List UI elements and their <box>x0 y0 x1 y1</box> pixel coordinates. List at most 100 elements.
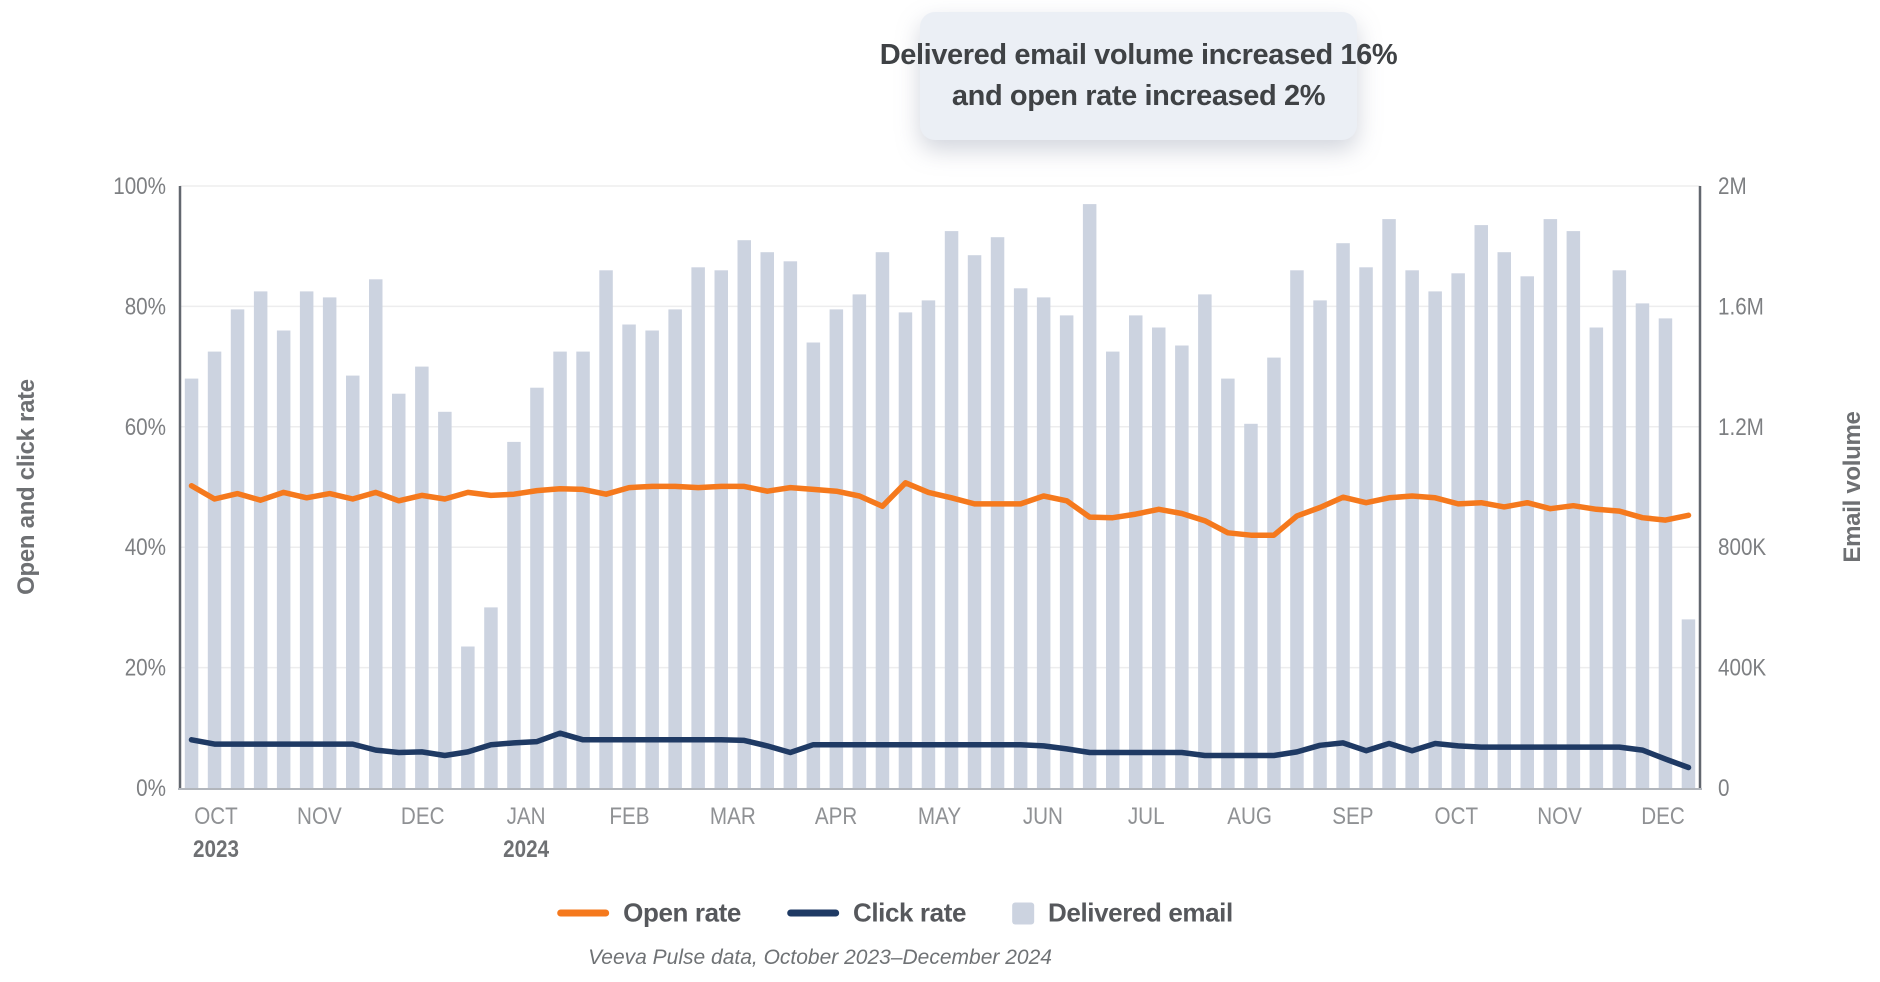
volume-bar <box>530 387 544 788</box>
volume-bar <box>1635 303 1650 788</box>
right-tick-label: 800K <box>1718 534 1766 561</box>
month-label: OCT <box>1435 803 1479 830</box>
volume-bar <box>1106 351 1120 788</box>
right-tick-label: 1.2M <box>1718 413 1764 440</box>
right-tick-label: 2M <box>1718 173 1747 200</box>
volume-bar <box>346 375 360 788</box>
legend-item-open-rate: Open rate <box>557 898 741 929</box>
left-tick-label: 40% <box>125 534 166 561</box>
right-tick-label: 1.6M <box>1718 293 1764 320</box>
volume-bar <box>1566 231 1581 789</box>
month-label: NOV <box>1537 803 1582 830</box>
volume-bar <box>1082 204 1097 789</box>
left-tick-label: 0% <box>136 775 166 802</box>
volume-bar <box>645 330 659 788</box>
month-label: AUG <box>1227 803 1272 830</box>
volume-bar <box>921 300 936 788</box>
volume-bar <box>783 261 798 789</box>
callout-annotation: Delivered email volume increased 16% and… <box>880 12 1398 140</box>
delivered-email-swatch <box>1012 902 1035 924</box>
left-tick-label: 60% <box>125 413 166 440</box>
volume-bar <box>1497 252 1511 788</box>
volume-bar <box>1658 318 1673 788</box>
volume-bar <box>852 294 867 788</box>
month-label: DEC <box>401 803 445 830</box>
volume-bar <box>806 342 821 788</box>
volume-bar <box>829 309 844 788</box>
volume-bar <box>1267 357 1281 788</box>
volume-bar <box>1152 327 1166 788</box>
volume-bar <box>484 607 498 788</box>
volume-bar <box>1359 267 1373 788</box>
month-label: SEP <box>1332 803 1373 830</box>
month-label: JUN <box>1023 803 1063 830</box>
legend-label-click-rate: Click rate <box>852 897 967 928</box>
volume-bar <box>1036 297 1051 788</box>
legend: Open rate Click rate Delivered email <box>557 898 1233 929</box>
volume-bar <box>507 441 521 788</box>
volume-bar <box>737 240 751 788</box>
volume-bar <box>184 378 199 788</box>
volume-bar <box>461 646 475 788</box>
volume-bar <box>1474 225 1488 789</box>
volume-bar <box>276 330 291 788</box>
volume-bar <box>1451 273 1465 788</box>
volume-bar <box>944 231 959 789</box>
volume-bar <box>207 351 222 788</box>
right-tick-label: 400K <box>1718 654 1766 681</box>
legend-label-delivered-email: Delivered email <box>1048 897 1233 928</box>
left-tick-label: 100% <box>113 173 166 200</box>
volume-bar <box>875 252 890 788</box>
volume-bar <box>1175 345 1189 788</box>
volume-bar <box>967 255 982 788</box>
click-rate-swatch <box>786 909 839 917</box>
legend-item-delivered-email: Delivered email <box>1012 898 1233 929</box>
volume-bar <box>553 351 567 788</box>
right-tick-label: 0 <box>1718 775 1729 802</box>
left-tick-label: 80% <box>125 293 166 320</box>
volume-bar <box>1428 291 1442 788</box>
volume-bar <box>760 252 774 788</box>
month-label: APR <box>815 803 857 830</box>
year-label: 2023 <box>193 836 239 863</box>
month-label: DEC <box>1641 803 1685 830</box>
left-tick-label: 20% <box>125 654 166 681</box>
month-label: JAN <box>507 803 546 830</box>
volume-bar <box>599 270 613 788</box>
volume-bar <box>1013 288 1028 788</box>
open-rate-swatch <box>557 909 610 917</box>
volume-bar <box>1382 219 1396 789</box>
volume-bar <box>576 351 590 788</box>
year-label: 2024 <box>503 836 549 863</box>
callout-line1: Delivered email volume increased 16% <box>879 39 1398 71</box>
volume-bar <box>230 309 245 788</box>
volume-bar <box>322 297 337 788</box>
month-label: FEB <box>609 803 649 830</box>
volume-bar <box>1336 243 1350 788</box>
volume-bar <box>990 237 1005 788</box>
volume-bar <box>1543 219 1558 789</box>
callout-line2: and open rate increased 2% <box>951 80 1326 112</box>
source-caption: Veeva Pulse data, October 2023–December … <box>588 946 1052 969</box>
volume-bar <box>1313 300 1327 788</box>
volume-bar <box>392 393 406 788</box>
volume-bar <box>1221 378 1235 788</box>
volume-bar <box>1198 294 1212 788</box>
volume-bar <box>415 366 429 788</box>
volume-bar <box>299 291 314 788</box>
volume-bar <box>1244 423 1258 788</box>
volume-bar <box>253 291 268 788</box>
month-label: JUL <box>1128 803 1165 830</box>
volume-bar <box>1290 270 1304 788</box>
volume-bar <box>1405 270 1419 788</box>
volume-bar <box>898 312 913 788</box>
month-label: OCT <box>194 803 238 830</box>
volume-bar <box>1129 315 1143 788</box>
left-axis-title: Open and click rate <box>13 379 40 595</box>
volume-bar <box>1589 327 1604 788</box>
volume-bar <box>369 279 383 788</box>
right-axis-title: Email volume <box>1839 411 1866 563</box>
volume-bar <box>668 309 682 788</box>
month-label: MAY <box>918 803 961 830</box>
